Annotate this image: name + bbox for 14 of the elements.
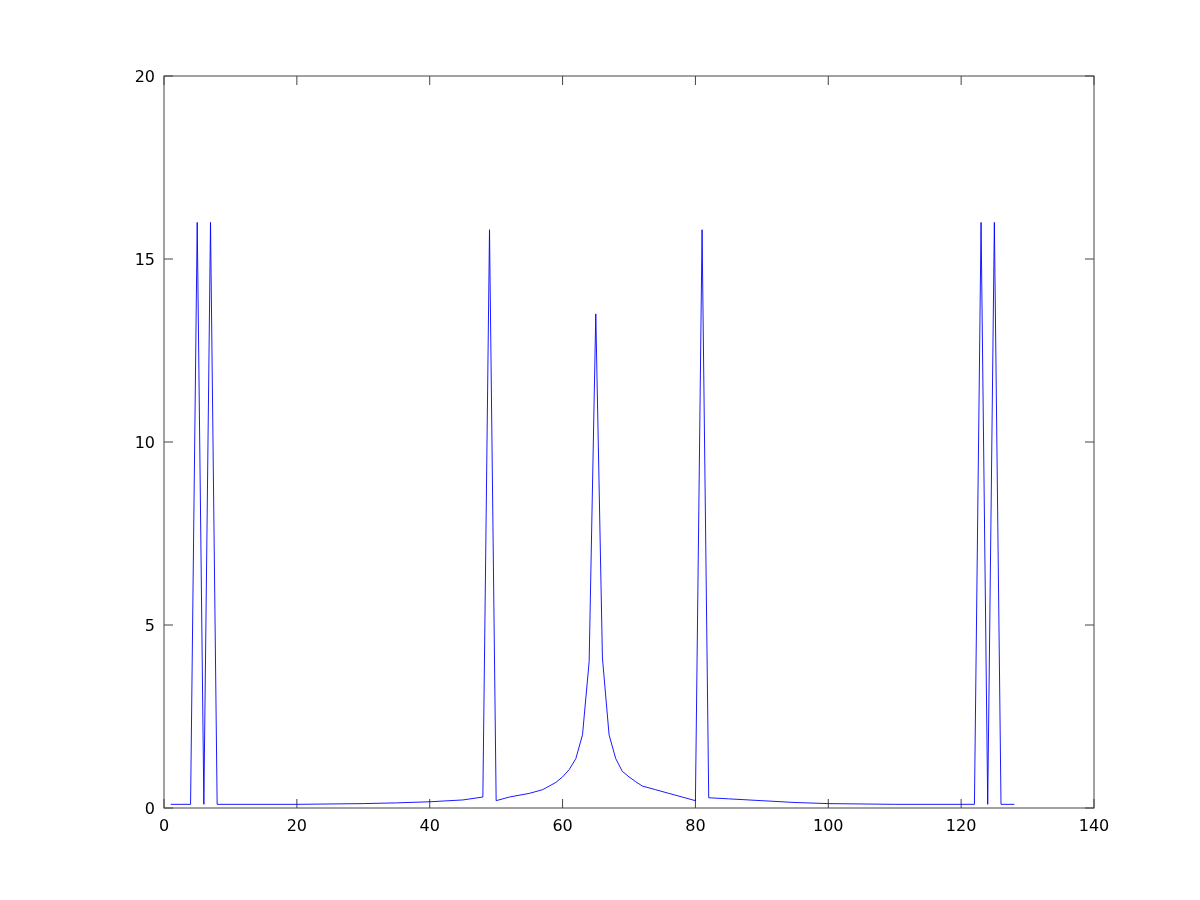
- x-tick-label: 60: [552, 816, 573, 835]
- x-tick-label: 40: [419, 816, 440, 835]
- y-tick-label: 10: [134, 433, 155, 452]
- x-tick-label: 0: [158, 816, 170, 835]
- y-tick-label: 20: [134, 67, 155, 86]
- x-tick-label: 120: [945, 816, 977, 835]
- y-tick-label: 5: [144, 616, 155, 635]
- x-tick-label: 100: [813, 816, 844, 835]
- x-tick-label: 140: [1078, 816, 1110, 835]
- line-series: [170, 221, 1015, 805]
- x-tick-label: 20: [286, 816, 308, 835]
- y-tick-label: 15: [134, 250, 155, 269]
- y-tick-label: 0: [144, 799, 155, 818]
- x-tick-label: 80: [685, 816, 706, 835]
